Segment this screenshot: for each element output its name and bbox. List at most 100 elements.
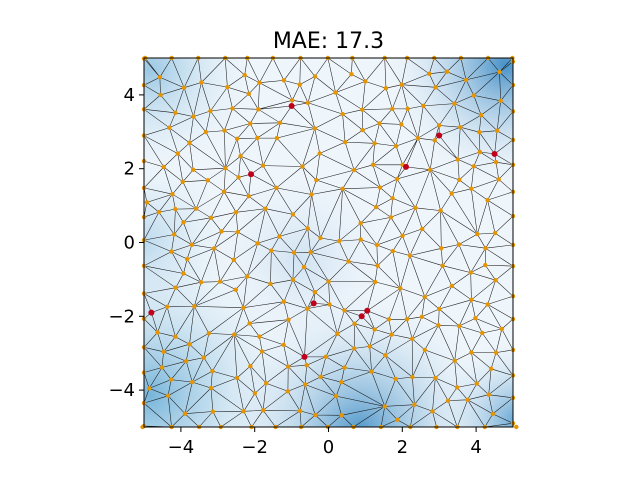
- mesh-point: [304, 362, 309, 368]
- mesh-point: [369, 369, 374, 374]
- mesh-point: [210, 368, 215, 374]
- mesh-point: [203, 129, 209, 135]
- mesh-point: [230, 106, 235, 111]
- mesh-point: [159, 365, 165, 370]
- mesh-point: [223, 165, 228, 171]
- highlighted-point: [491, 150, 498, 157]
- mesh-point: [222, 128, 227, 133]
- highlighted-point: [310, 300, 317, 307]
- mesh-point: [305, 226, 310, 231]
- mesh-point: [389, 332, 394, 337]
- mesh-point: [326, 279, 331, 284]
- mesh-point: [410, 374, 415, 380]
- mesh-point: [405, 106, 410, 112]
- y-tick-label: 4: [124, 85, 135, 106]
- mesh-point: [252, 391, 258, 396]
- mesh-point: [181, 271, 186, 276]
- mesh-point: [469, 350, 474, 355]
- mesh-point: [454, 385, 460, 390]
- mesh-point: [410, 336, 415, 342]
- mesh-point: [480, 330, 485, 336]
- mesh-point: [208, 108, 213, 114]
- mesh-point: [246, 91, 252, 97]
- mesh-point: [217, 279, 223, 284]
- mesh-point: [181, 85, 187, 90]
- mesh-point: [205, 178, 210, 183]
- mesh-point: [260, 163, 266, 168]
- mesh-point: [210, 409, 216, 414]
- mesh-point: [219, 229, 224, 234]
- mesh-point: [413, 205, 418, 211]
- mesh-point: [422, 347, 428, 353]
- mesh-point: [377, 121, 382, 126]
- chart-title: MAE: 17.3: [273, 29, 384, 54]
- mesh-point: [352, 321, 357, 326]
- mesh-point: [478, 112, 484, 118]
- mesh-point: [415, 136, 421, 141]
- mesh-point: [242, 72, 247, 78]
- mesh-point: [173, 206, 178, 212]
- mesh-point: [305, 306, 310, 311]
- y-tick-label: −4: [108, 380, 135, 401]
- mesh-point: [342, 139, 348, 145]
- mesh-point: [255, 135, 260, 141]
- mesh-point: [290, 98, 295, 103]
- mesh-point: [281, 342, 286, 348]
- mesh-point: [257, 80, 262, 85]
- mesh-point: [382, 404, 387, 409]
- x-tick-label: −2: [241, 437, 268, 458]
- mesh-point: [312, 74, 318, 79]
- mesh-point: [158, 92, 163, 98]
- mesh-point: [496, 177, 501, 182]
- highlighted-point: [301, 353, 308, 360]
- mesh-point: [323, 354, 329, 359]
- mesh-point: [327, 302, 332, 307]
- mesh-point: [173, 334, 178, 339]
- mesh-point: [471, 93, 476, 98]
- mesh-point: [201, 355, 207, 360]
- mesh-point: [256, 107, 261, 112]
- y-axis: −4 −2 0 2 4: [108, 85, 144, 401]
- y-tick-label: −2: [108, 306, 135, 327]
- highlighted-point: [364, 307, 371, 314]
- mesh-point: [346, 259, 351, 264]
- mesh-point: [314, 177, 319, 183]
- mesh-point: [255, 241, 260, 246]
- mesh-point: [208, 215, 214, 221]
- mesh-point: [398, 286, 403, 291]
- mesh-point: [285, 389, 291, 394]
- mesh-point: [241, 409, 246, 414]
- mesh-point: [449, 283, 455, 289]
- mesh-point: [233, 210, 239, 215]
- mesh-point: [317, 151, 322, 156]
- mesh-point: [456, 242, 462, 247]
- mesh-point: [269, 248, 274, 253]
- mesh-point: [290, 277, 296, 282]
- mesh-point: [170, 191, 175, 197]
- mesh-point: [393, 143, 399, 149]
- mesh-point: [339, 413, 344, 418]
- highlighted-point: [288, 102, 295, 109]
- mesh-point: [468, 270, 473, 275]
- mesh-point: [469, 186, 474, 191]
- highlighted-point: [358, 313, 365, 320]
- mesh-point: [372, 279, 378, 285]
- mesh-point: [171, 232, 177, 237]
- mesh-point: [167, 125, 172, 130]
- highlighted-point: [436, 132, 443, 139]
- mesh-point: [374, 242, 380, 248]
- highlighted-point: [148, 309, 155, 316]
- mesh-point: [440, 263, 445, 268]
- y-tick-label: 0: [124, 233, 135, 254]
- mesh-point: [407, 253, 413, 258]
- mesh-point: [494, 128, 500, 133]
- mesh-point: [490, 411, 495, 417]
- mesh-point: [400, 233, 405, 239]
- mesh-point: [189, 242, 195, 248]
- mesh-point: [297, 82, 302, 87]
- mesh-point: [264, 380, 269, 386]
- mesh-point: [244, 274, 250, 279]
- mesh-point: [427, 71, 432, 77]
- mesh-point: [483, 262, 488, 268]
